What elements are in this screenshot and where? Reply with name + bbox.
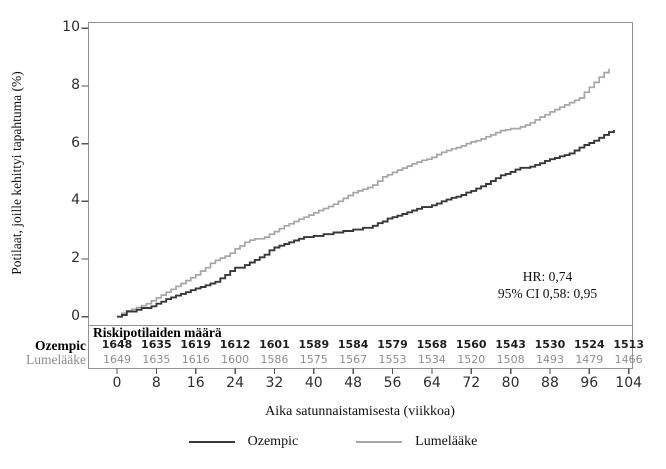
y-axis-title: Potilaat, joille kehittyi tapahtuma (%) — [9, 71, 24, 275]
risk-count: 1513 — [613, 338, 644, 351]
series-curve-ozempic — [117, 130, 615, 318]
risk-count: 1589 — [298, 338, 330, 351]
x-tick-label: 16 — [186, 375, 205, 391]
x-tick-label: 88 — [541, 375, 559, 391]
risk-row-label-ozempic: Ozempic — [35, 338, 86, 353]
risk-count: 1524 — [574, 338, 605, 351]
risk-count: 1553 — [378, 353, 407, 366]
x-tick-label: 32 — [265, 375, 284, 391]
legend-label-ozempic: Ozempic — [247, 434, 299, 449]
risk-count: 1584 — [337, 338, 369, 351]
x-tick-label: 48 — [344, 375, 363, 391]
risk-count: 1575 — [299, 353, 328, 366]
y-tick-label: 8 — [71, 76, 80, 93]
legend-item-lumelaake: Lumelääke — [356, 434, 477, 450]
legend-line-swatch-lumelaake — [356, 441, 403, 443]
series-curve-lumelaake — [117, 68, 610, 318]
risk-count: 1534 — [417, 353, 446, 366]
x-tick-label: 80 — [501, 375, 520, 391]
risk-count: 1567 — [339, 353, 368, 366]
risk-count: 1635 — [142, 353, 171, 366]
y-tick-label: 10 — [62, 19, 80, 36]
risk-table-box — [87, 324, 634, 370]
risk-count: 1648 — [101, 338, 133, 351]
x-axis-title: Aika satunnaistamisesta (viikkoa) — [265, 404, 455, 419]
risk-row-label-lumelaake: Lumelääke — [26, 352, 86, 367]
risk-count: 1479 — [575, 353, 604, 366]
x-tick-label: 8 — [151, 375, 161, 391]
risk-count: 1612 — [219, 338, 251, 351]
hr-annotation-line1: HR: 0,74 — [522, 269, 573, 284]
hr-annotation-line2: 95% CI 0,58: 0,95 — [497, 286, 598, 301]
risk-count: 1543 — [495, 338, 526, 351]
risk-count: 1619 — [180, 338, 212, 351]
risk-count: 1493 — [535, 353, 564, 366]
legend-line-swatch-ozempic — [188, 441, 235, 443]
x-tick-label: 96 — [580, 375, 599, 391]
risk-count: 1568 — [416, 338, 448, 351]
risk-count: 1635 — [141, 338, 172, 351]
risk-count: 1530 — [534, 338, 566, 351]
y-tick-label: 4 — [71, 192, 80, 209]
risk-count: 1466 — [614, 353, 643, 366]
risk-count: 1560 — [455, 338, 487, 351]
x-tick-label: 40 — [304, 375, 323, 391]
x-tick-label: 56 — [383, 375, 402, 391]
x-tick-label: 24 — [226, 375, 244, 391]
risk-count: 1508 — [496, 353, 525, 366]
x-tick-label: 64 — [422, 375, 441, 391]
legend-item-ozempic: Ozempic — [188, 434, 299, 450]
risk-count: 1600 — [221, 353, 250, 366]
y-tick-label: 0 — [71, 307, 80, 324]
legend: Ozempic Lumelääke — [27, 434, 639, 450]
risk-count: 1586 — [260, 353, 289, 366]
legend-label-lumelaake: Lumelääke — [415, 434, 478, 449]
risk-count: 1520 — [457, 353, 486, 366]
x-tick-label: 0 — [112, 375, 122, 391]
hr-annotation: HR: 0,74 95% CI 0,58: 0,95 — [455, 268, 640, 302]
x-tick-label: 72 — [462, 375, 481, 391]
y-tick-label: 2 — [71, 250, 80, 266]
risk-count: 1601 — [259, 338, 290, 351]
risk-count: 1649 — [103, 353, 131, 366]
risk-count: 1579 — [377, 338, 408, 351]
y-tick-label: 6 — [71, 134, 80, 151]
risk-count: 1616 — [181, 353, 210, 366]
risk-table-header: Riskipotilaiden määrä — [93, 325, 222, 340]
x-tick-label: 104 — [615, 375, 643, 391]
